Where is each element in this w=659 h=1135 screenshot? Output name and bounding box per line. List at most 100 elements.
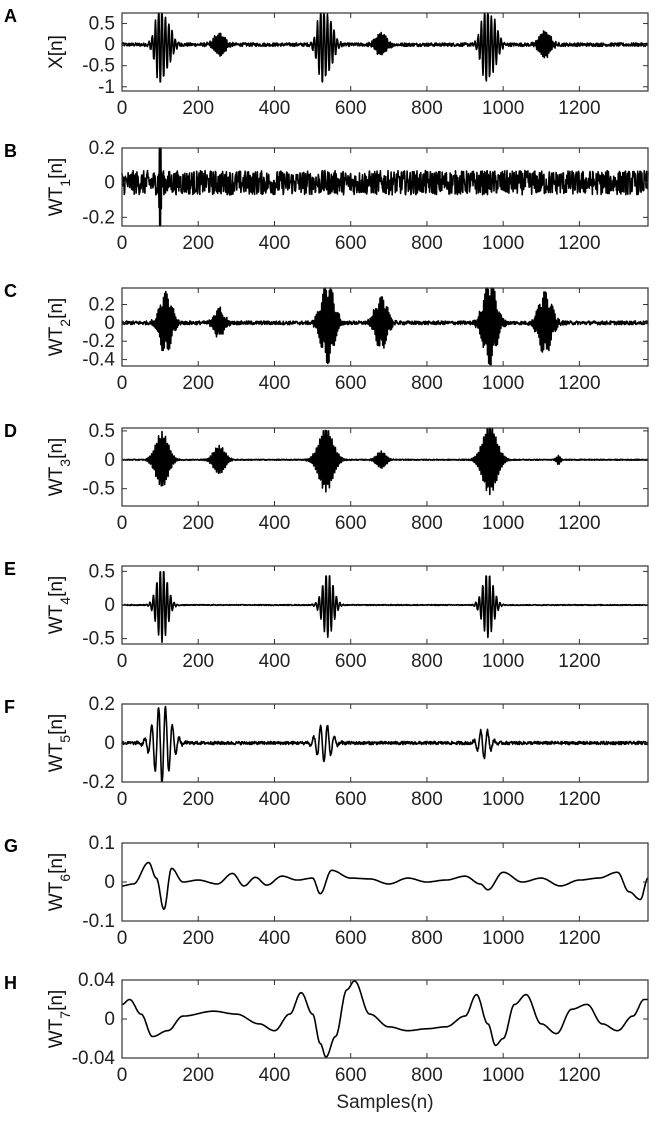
y-tick-label: -0.2 [82,207,115,228]
y-tick-label: 0 [104,1009,115,1030]
x-tick-label: 200 [182,1065,214,1086]
x-tick-label: 600 [335,513,367,534]
panel-letter: B [4,141,17,161]
signal-trace [121,12,649,83]
x-tick-label: 600 [335,373,367,394]
y-axis-label: X[n] [46,35,67,69]
y-axis-label-subscript: 5 [57,735,73,743]
axes-box [121,842,649,922]
x-tick-label: 1000 [482,651,524,672]
y-axis-label-suffix: [n] [46,158,67,179]
y-tick-label: -0.4 [82,350,115,371]
y-tick-label: 0 [104,173,115,194]
axes-box [121,12,649,92]
x-tick-label: 600 [335,928,367,949]
x-tick-label: 200 [182,789,214,810]
x-tick-label: 800 [411,373,443,394]
panel-letter: F [4,697,15,717]
x-tick-label: 0 [117,1065,128,1086]
x-tick-label: 0 [117,98,128,119]
signal-trace [122,861,649,911]
x-tick-label: 400 [259,513,291,534]
signal-trace [121,287,649,366]
x-tick-label: 800 [411,651,443,672]
y-axis-label-main: WT [46,466,67,496]
y-tick-label: -0.2 [82,331,115,352]
x-tick-label: 800 [411,928,443,949]
y-axis-label-suffix: [n] [46,35,67,56]
y-axis-label: WT1[n] [46,158,73,216]
x-tick-label: 800 [411,1065,443,1086]
y-tick-label: 0.2 [89,295,115,316]
x-tick-label: 0 [117,233,128,254]
panel-letter: G [4,836,18,856]
y-axis-label-subscript: 6 [57,874,73,882]
axes-box [121,427,649,507]
x-tick-label: 200 [182,98,214,119]
y-tick-label: 0 [104,450,115,471]
y-axis-label: WT5[n] [46,714,73,772]
panel-letter: C [4,281,17,301]
signal-trace [121,427,649,496]
axes-box [121,979,649,1059]
y-tick-label: -1 [98,77,115,98]
x-tick-label: 1200 [558,233,600,254]
y-axis-label: WT3[n] [46,438,73,496]
x-tick-label: 1000 [482,233,524,254]
x-tick-label: 400 [259,98,291,119]
x-tick-label: 800 [411,233,443,254]
y-axis-label-subscript: 1 [57,179,73,187]
y-axis-label-suffix: [n] [46,990,67,1011]
y-axis-label: WT4[n] [46,576,73,634]
x-tick-label: 1000 [482,373,524,394]
y-axis-label: WT2[n] [46,298,73,356]
x-tick-label: 1200 [558,1065,600,1086]
x-tick-label: 0 [117,789,128,810]
x-tick-label: 800 [411,513,443,534]
y-axis-label-subscript: 4 [57,597,73,605]
x-tick-label: 1200 [558,98,600,119]
y-tick-label: -0.5 [82,479,115,500]
x-tick-label: 1200 [558,789,600,810]
axes-box [121,287,649,367]
y-tick-label: -0.5 [82,629,115,650]
y-tick-label: 0.1 [89,833,115,854]
y-axis-label-main: WT [46,326,67,356]
y-axis-label-main: WT [46,604,67,634]
y-axis-label-main: WT [46,742,67,772]
signal-trace [121,705,649,783]
panel-letter: H [4,973,17,993]
x-tick-label: 600 [335,98,367,119]
x-tick-label: 600 [335,233,367,254]
x-tick-label: 200 [182,373,214,394]
x-tick-label: 1200 [558,513,600,534]
x-tick-label: 1200 [558,373,600,394]
x-tick-label: 200 [182,651,214,672]
x-tick-label: 400 [259,651,291,672]
panel-letter: A [4,6,17,26]
y-tick-label: -0.5 [82,56,115,77]
signal-trace [121,571,649,643]
x-tick-label: 200 [182,513,214,534]
y-axis-label-suffix: [n] [46,853,67,874]
y-tick-label: 0 [104,733,115,754]
x-tick-label: 400 [259,373,291,394]
y-axis-label-main: WT [46,186,67,216]
x-tick-label: 400 [259,789,291,810]
x-tick-label: 1000 [482,513,524,534]
x-tick-label: 1000 [482,789,524,810]
y-tick-label: 0.2 [89,138,115,159]
y-axis-label-suffix: [n] [46,438,67,459]
y-tick-label: -0.04 [72,1048,116,1069]
x-tick-label: 1000 [482,1065,524,1086]
y-tick-label: -0.1 [82,911,115,932]
x-tick-label: 0 [117,928,128,949]
x-tick-label: 0 [117,373,128,394]
